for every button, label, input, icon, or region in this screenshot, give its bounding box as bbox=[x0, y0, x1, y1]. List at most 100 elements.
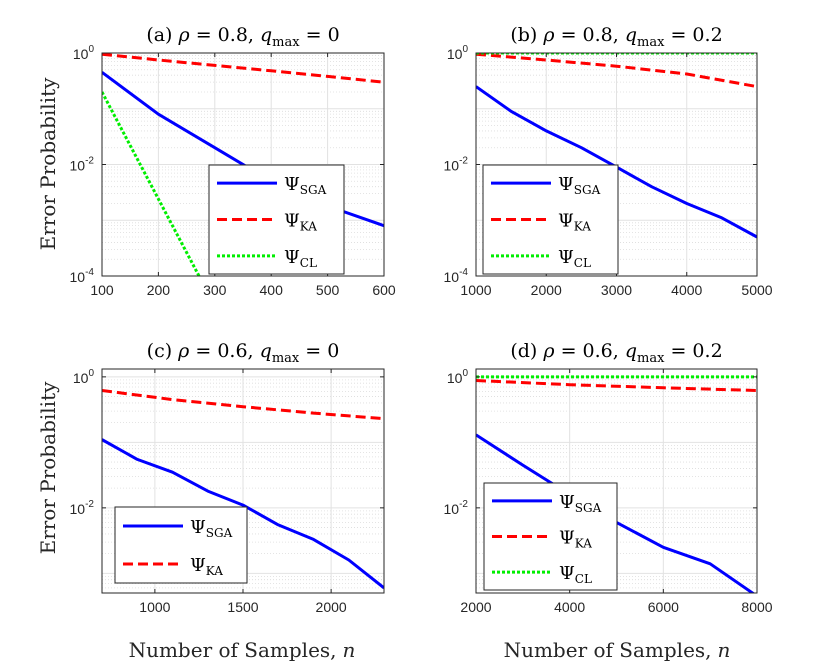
title-rho-value: = 0.8, bbox=[555, 24, 625, 46]
legend-label-cl: ΨCL bbox=[559, 563, 592, 586]
legend-psi: Ψ bbox=[558, 174, 574, 195]
y-tick-base: 10 bbox=[73, 370, 89, 386]
y-tick-base: 10 bbox=[444, 269, 460, 285]
x-tick-label: 5000 bbox=[741, 282, 772, 298]
x-tick-label: 1000 bbox=[460, 282, 491, 298]
y-tick-base: 10 bbox=[73, 46, 89, 62]
title-rho-symbol: ρ bbox=[542, 24, 555, 46]
y-tick-label: 10-4 bbox=[444, 267, 469, 285]
legend-subscript: CL bbox=[574, 256, 591, 270]
panel-title: (d) ρ = 0.6, qmax = 0.2 bbox=[510, 340, 722, 366]
legend-psi: Ψ bbox=[558, 247, 574, 268]
legend-subscript: KA bbox=[575, 537, 592, 551]
legend-box bbox=[482, 164, 619, 275]
y-axis-label-bottom: Error Probability bbox=[36, 381, 60, 554]
x-tick-label: 100 bbox=[90, 282, 114, 298]
x-tick-label: 500 bbox=[316, 282, 340, 298]
legend-label-sga: ΨSGA bbox=[284, 174, 327, 197]
legend-psi: Ψ bbox=[559, 528, 575, 549]
legend-label-sga: ΨSGA bbox=[558, 174, 601, 197]
series-line-sga bbox=[102, 438, 384, 590]
legend-label-ka: ΨKA bbox=[284, 211, 317, 234]
y-tick-label: 10-2 bbox=[444, 499, 469, 517]
y-tick-exponent: -2 bbox=[459, 156, 468, 167]
y-tick-exponent: -2 bbox=[459, 499, 468, 510]
legend-box bbox=[208, 164, 345, 275]
axes-box bbox=[475, 368, 758, 594]
x-axis-label-right: Number of Samples, n bbox=[504, 638, 731, 662]
title-rho-value: = 0.6, bbox=[189, 340, 259, 362]
legend-label-cl: ΨCL bbox=[558, 247, 591, 270]
series-line-ka bbox=[476, 379, 757, 392]
series-line-ka bbox=[102, 53, 384, 84]
title-q-subscript: max bbox=[637, 35, 665, 50]
y-tick-base: 10 bbox=[447, 370, 463, 386]
y-tick-base: 10 bbox=[444, 158, 460, 174]
legend-psi: Ψ bbox=[190, 517, 206, 538]
legend-subscript: SGA bbox=[574, 183, 601, 197]
y-tick-exponent: -4 bbox=[85, 267, 94, 278]
series-line-ka bbox=[102, 389, 384, 421]
legend-psi: Ψ bbox=[558, 211, 574, 232]
x-axis-label-var: n bbox=[343, 638, 356, 662]
title-prefix: (c) bbox=[147, 340, 179, 362]
y-tick-exponent: 0 bbox=[88, 44, 94, 55]
legend-psi: Ψ bbox=[284, 211, 300, 232]
x-axis-label-text: Number of Samples, bbox=[129, 638, 337, 662]
x-axis-label-left: Number of Samples, n bbox=[129, 638, 356, 662]
y-tick-label: 100 bbox=[73, 44, 95, 62]
legend-box bbox=[483, 482, 618, 591]
title-rho-symbol: ρ bbox=[178, 24, 191, 46]
legend-subscript: SGA bbox=[300, 183, 327, 197]
title-qmax-value: = 0 bbox=[300, 24, 340, 46]
panel-title: (c) ρ = 0.6, qmax = 0 bbox=[147, 340, 340, 366]
title-q-symbol: q bbox=[625, 24, 637, 46]
legend-subscript: KA bbox=[206, 564, 223, 578]
legend-label-sga: ΨSGA bbox=[559, 492, 602, 515]
x-tick-label: 6000 bbox=[648, 599, 679, 615]
title-prefix: (d) bbox=[510, 340, 543, 362]
y-tick-label: 100 bbox=[73, 368, 95, 386]
legend-psi: Ψ bbox=[284, 247, 300, 268]
x-tick-label: 1500 bbox=[227, 599, 258, 615]
x-tick-label: 200 bbox=[147, 282, 171, 298]
legend-subscript: SGA bbox=[206, 526, 233, 540]
title-q-subscript: max bbox=[272, 35, 300, 50]
x-axis-label-var: n bbox=[718, 638, 731, 662]
y-tick-exponent: 0 bbox=[462, 368, 468, 379]
legend-label-cl: ΨCL bbox=[284, 247, 317, 270]
y-tick-base: 10 bbox=[70, 158, 86, 174]
legend-psi: Ψ bbox=[559, 492, 575, 513]
y-tick-label: 10-2 bbox=[70, 156, 95, 174]
x-axis-label-text: Number of Samples, bbox=[504, 638, 712, 662]
y-tick-label: 10-2 bbox=[70, 499, 95, 517]
y-tick-exponent: 0 bbox=[462, 44, 468, 55]
x-tick-label: 1000 bbox=[139, 599, 170, 615]
legend-subscript: CL bbox=[300, 256, 317, 270]
title-q-subscript: max bbox=[272, 351, 300, 366]
series-line-ka bbox=[476, 53, 757, 89]
legend-subscript: KA bbox=[574, 220, 591, 234]
legend-subscript: CL bbox=[575, 572, 592, 586]
y-tick-label: 100 bbox=[447, 368, 469, 386]
y-tick-base: 10 bbox=[444, 501, 460, 517]
title-q-symbol: q bbox=[260, 340, 272, 362]
title-qmax-value: = 0 bbox=[299, 340, 339, 362]
y-tick-base: 10 bbox=[70, 269, 86, 285]
panel-title: (b) ρ = 0.8, qmax = 0.2 bbox=[510, 24, 722, 50]
title-prefix: (b) bbox=[510, 24, 543, 46]
legend-label-sga: ΨSGA bbox=[190, 517, 233, 540]
legend-subscript: KA bbox=[300, 220, 317, 234]
legend-box bbox=[114, 506, 248, 584]
x-tick-label: 600 bbox=[372, 282, 396, 298]
legend-psi: Ψ bbox=[559, 563, 575, 584]
y-tick-label: 100 bbox=[447, 44, 469, 62]
title-q-symbol: q bbox=[260, 24, 272, 46]
title-qmax-value: = 0.2 bbox=[664, 24, 722, 46]
x-tick-label: 2000 bbox=[531, 282, 562, 298]
y-tick-exponent: -2 bbox=[85, 499, 94, 510]
x-tick-label: 2000 bbox=[316, 599, 347, 615]
